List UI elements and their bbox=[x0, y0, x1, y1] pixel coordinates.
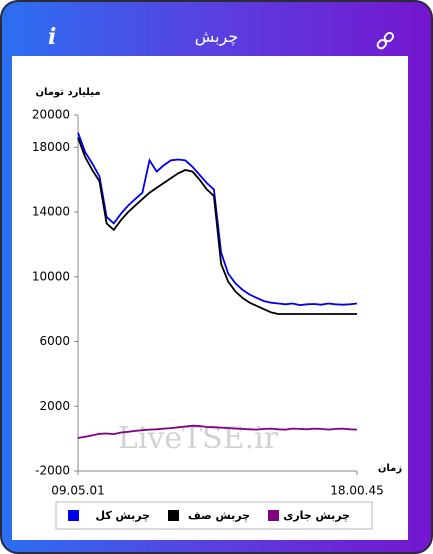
y-axis-title: میلیارد تومان bbox=[35, 87, 100, 98]
y-tick-label: 14000 bbox=[32, 205, 70, 219]
x-axis-title: زمان bbox=[378, 463, 402, 474]
x-tick-label: 18.00.45 bbox=[330, 484, 383, 498]
y-tick-label: 20000 bbox=[32, 108, 70, 122]
link-icon[interactable] bbox=[2, 2, 431, 56]
legend-swatch bbox=[68, 510, 79, 521]
legend: چربش کل چربش صف چربش جاری bbox=[55, 501, 373, 530]
series-line bbox=[77, 137, 357, 315]
legend-swatch bbox=[168, 510, 179, 521]
header: i چربش bbox=[2, 2, 431, 56]
x-tick-label: 09.05.01 bbox=[51, 484, 104, 498]
legend-swatch bbox=[268, 510, 279, 521]
legend-label: چربش کل bbox=[96, 509, 151, 522]
y-tick-label: 18000 bbox=[32, 140, 70, 154]
y-tick-label: -2000 bbox=[35, 464, 70, 478]
chart: میلیارد تومان زمان LiveTSE.ir 2000018000… bbox=[32, 87, 402, 530]
header-title: چربش bbox=[194, 27, 239, 46]
info-button[interactable]: i bbox=[48, 24, 57, 50]
series-line bbox=[77, 424, 358, 439]
y-tick-label: 2000 bbox=[39, 399, 70, 413]
chart-panel: میلیارد تومان زمان LiveTSE.ir 20000 18000… bbox=[12, 56, 408, 540]
legend-box bbox=[55, 501, 373, 530]
series-line bbox=[77, 132, 358, 307]
legend-label: چربش صف bbox=[188, 509, 250, 522]
y-tick-label: 10000 bbox=[32, 269, 70, 283]
legend-label: چربش جاری bbox=[283, 509, 350, 522]
y-tick-label: 6000 bbox=[39, 334, 70, 348]
